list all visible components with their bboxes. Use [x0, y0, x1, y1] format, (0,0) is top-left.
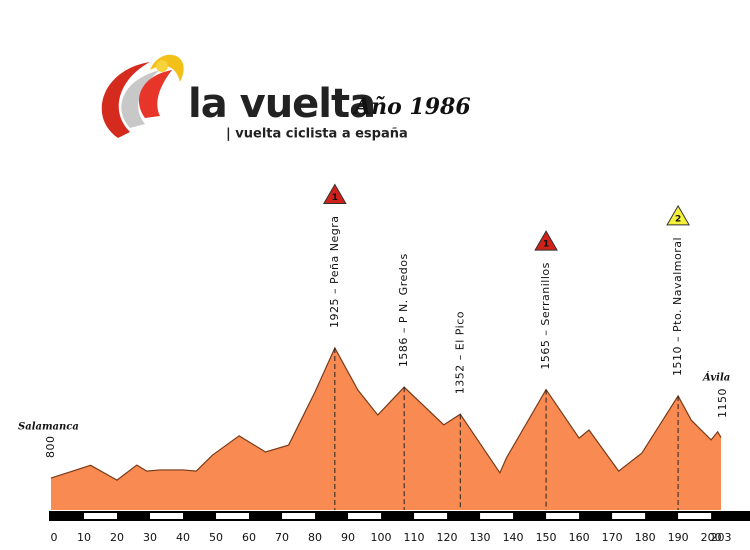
logo-swirl	[139, 70, 172, 118]
x-tick-label: 130	[470, 531, 491, 544]
start-elevation: 800	[44, 436, 57, 459]
ruler-segment	[216, 513, 250, 519]
x-tick-label: 50	[209, 531, 223, 544]
ruler-segment	[480, 513, 514, 519]
x-tick-label: 60	[242, 531, 256, 544]
category-marker	[666, 204, 690, 226]
climb-label: 1510 – Pto. Navalmoral	[671, 237, 684, 376]
x-tick-label: 190	[668, 531, 689, 544]
climb-label: 1925 – Peña Negra	[328, 216, 341, 328]
x-tick-label: 30	[143, 531, 157, 544]
category-marker	[322, 183, 347, 205]
ruler-segment	[348, 513, 382, 519]
ruler-segment	[612, 513, 646, 519]
x-tick-label: 100	[371, 531, 392, 544]
logo-swirl	[101, 62, 150, 138]
x-tick-label: 20	[110, 531, 124, 544]
logo-dot	[156, 60, 168, 72]
finish-elevation: 1150	[716, 388, 729, 418]
x-tick-label: 10	[77, 531, 91, 544]
x-tick-label: 70	[275, 531, 289, 544]
ruler-segment	[282, 513, 316, 519]
x-tick-label: 110	[404, 531, 425, 544]
logo-swirl	[121, 70, 160, 128]
category-label: 1	[332, 193, 338, 203]
x-tick-label: 180	[635, 531, 656, 544]
climb-label: 1352 – El Pico	[453, 311, 466, 394]
logo: la vuelta | vuelta ciclista a españa Año…	[101, 54, 471, 142]
x-tick-label: 40	[176, 531, 190, 544]
x-tick-label: 200	[701, 531, 722, 544]
start-name: Salamanca	[18, 422, 79, 433]
brand-subtitle: | vuelta ciclista a españa	[226, 127, 408, 142]
brand: la vuelta	[188, 81, 375, 127]
profile-area	[51, 347, 721, 510]
ruler-segment	[150, 513, 184, 519]
climb-label: 1586 – P N. Gredos	[397, 253, 410, 367]
ruler-segment	[84, 513, 118, 519]
ruler-frame	[49, 511, 750, 521]
ruler-segment	[678, 513, 712, 519]
x-tick-label: 90	[341, 531, 355, 544]
x-tick-label: 140	[503, 531, 524, 544]
category-label: 2	[675, 214, 681, 224]
profile-line	[50, 346, 722, 481]
x-tick-label: 160	[569, 531, 590, 544]
x-tick-label: 203	[711, 531, 732, 544]
x-tick-label: 150	[536, 531, 557, 544]
ruler-segment	[414, 513, 448, 519]
year: Año 1986	[352, 94, 471, 120]
x-tick-label: 120	[437, 531, 458, 544]
ruler-segment	[546, 513, 580, 519]
finish-name: Ávila	[702, 372, 730, 384]
category-marker	[534, 230, 558, 251]
category-label: 1	[543, 240, 549, 250]
x-tick-label: 0	[51, 531, 58, 544]
x-tick-label: 80	[308, 531, 322, 544]
climb-label: 1565 – Serranillos	[539, 262, 552, 369]
x-tick-label: 170	[602, 531, 623, 544]
